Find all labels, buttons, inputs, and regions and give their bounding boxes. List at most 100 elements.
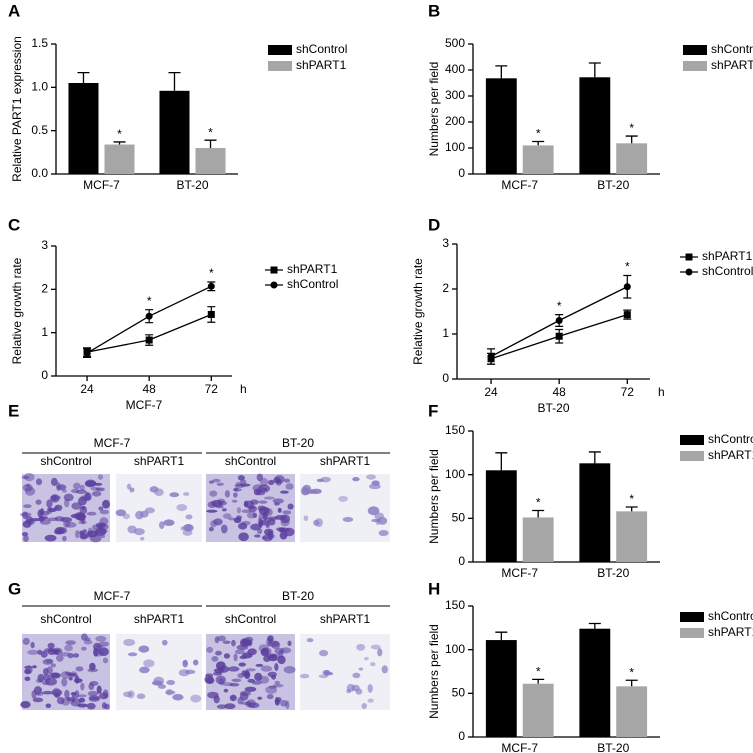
cell <box>93 647 99 657</box>
y-tick-label: 0 <box>458 554 465 568</box>
cell <box>271 674 277 680</box>
cell <box>54 527 66 535</box>
cell <box>77 496 87 506</box>
cell <box>166 680 176 686</box>
cell <box>64 521 77 528</box>
marker <box>207 282 215 290</box>
cell <box>274 663 279 672</box>
legend-label: shControl <box>702 264 753 278</box>
cell <box>50 672 61 679</box>
cell <box>299 673 310 679</box>
cell <box>261 536 268 540</box>
legend-swatch <box>680 612 704 622</box>
legend-marker <box>685 253 693 261</box>
cell <box>260 665 273 672</box>
cell <box>51 494 57 502</box>
cell <box>265 524 270 528</box>
cell <box>228 666 240 672</box>
cell <box>140 536 145 541</box>
cell <box>95 635 107 642</box>
y-tick-label: 100 <box>445 642 465 656</box>
bar <box>579 628 611 737</box>
significance-mark: * <box>209 266 214 280</box>
significance-mark: * <box>536 665 541 679</box>
cell <box>316 478 324 483</box>
y-tick-label: 400 <box>445 62 465 76</box>
cell <box>257 696 263 700</box>
cell <box>311 488 322 495</box>
panel-letter: C <box>8 215 20 234</box>
cell <box>272 498 284 504</box>
cell <box>99 523 109 530</box>
cell <box>314 518 323 528</box>
cell <box>247 678 256 683</box>
cell <box>19 512 32 517</box>
cell <box>32 665 37 669</box>
cell <box>266 693 274 700</box>
condition-label: shPART1 <box>320 454 371 468</box>
cell <box>45 703 52 709</box>
cell <box>71 695 76 703</box>
x-tick-label: BT-20 <box>597 566 629 580</box>
cell <box>60 651 71 657</box>
cell <box>255 663 264 667</box>
cell <box>231 678 242 683</box>
cell <box>239 692 249 701</box>
cell <box>182 529 193 536</box>
cell <box>222 640 231 644</box>
cell <box>218 678 225 686</box>
marker <box>623 311 631 319</box>
legend-label: shControl <box>708 609 753 623</box>
cell <box>302 487 311 496</box>
cell <box>97 474 104 480</box>
significance-mark: * <box>625 260 630 274</box>
cell <box>221 682 234 687</box>
cell <box>235 649 245 655</box>
cell <box>65 640 76 646</box>
cell <box>368 483 381 490</box>
bar <box>616 143 648 174</box>
cell <box>47 517 59 522</box>
cell <box>138 645 150 653</box>
cell <box>98 506 104 511</box>
cell <box>99 517 109 526</box>
cell <box>205 677 215 684</box>
cell <box>283 666 296 674</box>
y-tick-label: 0 <box>458 166 465 180</box>
error-bar <box>588 451 601 464</box>
cell <box>61 677 68 687</box>
bar <box>579 77 611 174</box>
significance-mark: * <box>557 299 562 313</box>
cell <box>338 495 348 502</box>
legend-label: shPART1 <box>296 58 347 72</box>
legend-label: shControl <box>711 42 753 56</box>
x-tick-label: MCF-7 <box>83 178 120 192</box>
legend-label: shControl <box>296 42 347 56</box>
cell <box>50 663 56 668</box>
legend-marker <box>270 281 278 289</box>
cell <box>248 505 257 513</box>
y-axis-label: Numbers per field <box>427 449 441 544</box>
cell <box>30 641 35 649</box>
cell <box>35 499 42 505</box>
cell <box>323 671 334 676</box>
cell <box>192 659 199 666</box>
cell <box>176 503 188 512</box>
cell <box>238 662 246 667</box>
bar <box>522 145 554 174</box>
y-axis-label: Numbers per field <box>427 62 441 157</box>
cell <box>122 513 130 520</box>
cell <box>23 535 29 543</box>
cell <box>91 490 102 497</box>
cell <box>367 506 380 516</box>
cell <box>267 518 276 526</box>
y-tick-label: 200 <box>445 114 465 128</box>
micrograph <box>300 634 390 710</box>
significance-mark: * <box>536 496 541 510</box>
cell <box>102 499 110 509</box>
y-tick-label: 3 <box>41 238 48 252</box>
cell <box>27 649 39 655</box>
significance-mark: * <box>629 492 634 506</box>
legend-label: shControl <box>708 432 753 446</box>
y-tick-label: 1.5 <box>31 36 48 50</box>
